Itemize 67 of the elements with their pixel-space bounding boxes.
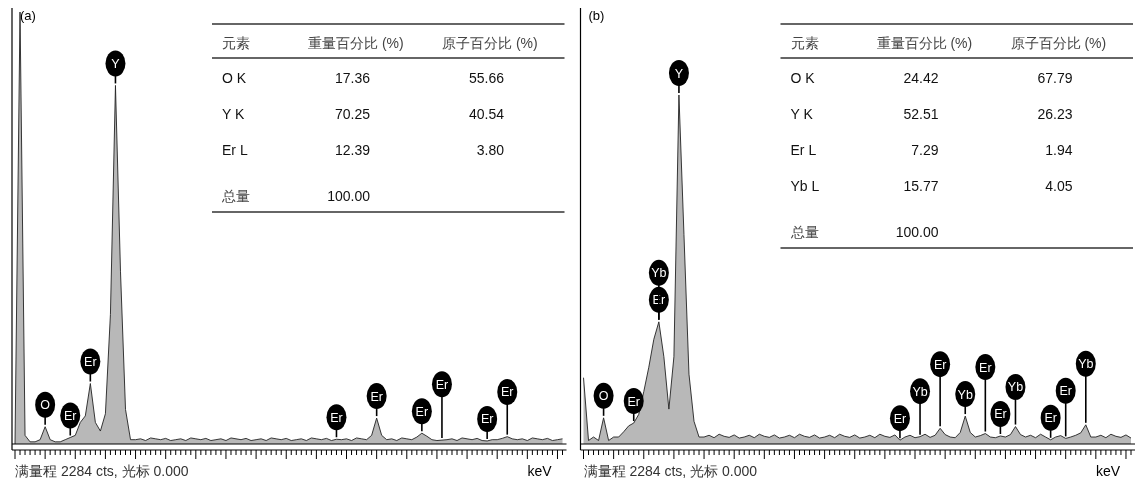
- annotation: 7.29: [911, 142, 939, 158]
- annotation: Er: [480, 412, 494, 427]
- annotation: Er: [370, 389, 383, 404]
- annotation: 52.51: [903, 106, 939, 122]
- annotation: 40.54: [468, 106, 505, 122]
- annotation: 1.94: [1045, 142, 1073, 158]
- x-axis-title: keV: [527, 463, 553, 479]
- annotation: 总量: [789, 224, 819, 240]
- annotation: 26.23: [1037, 106, 1073, 122]
- label-tag: Er: [431, 371, 452, 439]
- annotation: Er: [893, 411, 907, 426]
- annotation: Yb: [957, 387, 973, 402]
- annotation: 总量: [221, 188, 250, 204]
- annotation: O K: [222, 70, 247, 86]
- annotation: Er: [330, 410, 343, 425]
- annotation: O: [598, 389, 609, 404]
- annotation: Y K: [790, 106, 814, 122]
- text: 元素: [790, 35, 819, 51]
- annotation: Er L: [222, 142, 248, 158]
- annotation: 重量百分比 (%): [308, 35, 404, 51]
- chart-title: (a): [20, 8, 36, 23]
- annotation: Er: [435, 377, 449, 392]
- text: 满量程 2284 cts, 光标 0.000: [583, 463, 758, 479]
- annotation: 70.25: [334, 106, 371, 122]
- annotation: O: [40, 398, 51, 413]
- text: 67.79: [1037, 70, 1073, 86]
- annotation: 3.80: [476, 142, 505, 158]
- label-tag: Er: [497, 379, 518, 436]
- annotation: Er: [64, 409, 77, 424]
- annotation: Yb: [651, 266, 667, 281]
- text: O K: [790, 70, 816, 86]
- annotation: 元素: [222, 35, 250, 51]
- label-tag: Yb: [910, 378, 931, 436]
- annotation: Er: [933, 357, 947, 372]
- annotation: Y K: [222, 106, 245, 122]
- text: 24.42: [903, 70, 939, 86]
- label-tag: Yb: [1075, 350, 1096, 424]
- annotation: Er: [994, 407, 1007, 422]
- annotation: Er: [415, 404, 429, 419]
- chart-title: (b): [588, 8, 605, 23]
- annotation: 100.00: [327, 188, 371, 204]
- annotation: 17.36: [334, 70, 371, 86]
- text: 重量百分比 (%): [876, 35, 973, 51]
- annotation: Yb: [1078, 357, 1094, 372]
- annotation: 100.00: [895, 224, 939, 240]
- text: 原子百分比 (%): [1010, 35, 1107, 51]
- annotation: 55.66: [468, 70, 505, 86]
- annotation: 原子百分比 (%): [442, 35, 538, 51]
- annotation: Er: [627, 394, 640, 409]
- annotation: Er L: [790, 142, 817, 158]
- x-axis-title: keV: [1096, 463, 1121, 479]
- annotation: Yb: [912, 384, 928, 399]
- annotation: 4.05: [1045, 178, 1073, 194]
- annotation: Y: [674, 66, 684, 81]
- label-tag: Er: [930, 351, 951, 428]
- annotation: Er: [84, 355, 97, 370]
- annotation: Er: [1059, 384, 1072, 399]
- text: 满量程 2284 cts, 光标 0.000: [15, 463, 189, 479]
- annotation: Y: [111, 56, 121, 71]
- annotation: Er: [501, 385, 514, 400]
- annotation: 12.39: [334, 142, 371, 158]
- annotation: Er: [979, 360, 992, 375]
- annotation: 15.77: [903, 178, 939, 194]
- annotation: Yb: [1007, 380, 1024, 395]
- annotation: Er: [652, 293, 666, 308]
- annotation: Yb L: [790, 178, 820, 194]
- annotation: Er: [1044, 411, 1057, 426]
